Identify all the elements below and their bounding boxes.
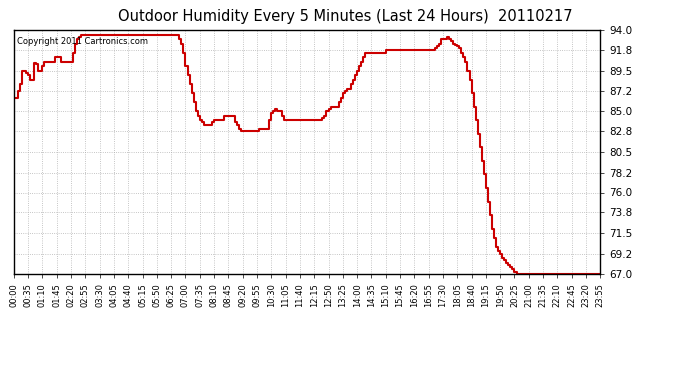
Text: Outdoor Humidity Every 5 Minutes (Last 24 Hours)  20110217: Outdoor Humidity Every 5 Minutes (Last 2…: [118, 9, 572, 24]
Text: Copyright 2011 Cartronics.com: Copyright 2011 Cartronics.com: [17, 38, 148, 46]
